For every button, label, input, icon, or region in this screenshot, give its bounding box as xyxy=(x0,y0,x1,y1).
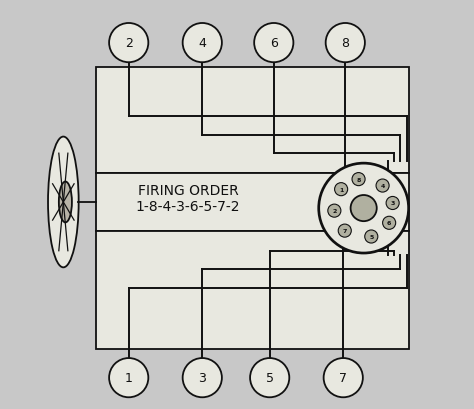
Circle shape xyxy=(182,24,222,63)
Text: 6: 6 xyxy=(270,37,278,50)
Text: 7: 7 xyxy=(339,371,347,384)
Ellipse shape xyxy=(59,182,72,223)
Text: 4: 4 xyxy=(198,37,206,50)
Circle shape xyxy=(109,24,148,63)
Text: 5: 5 xyxy=(266,371,273,384)
Text: 1: 1 xyxy=(125,371,133,384)
Bar xyxy=(96,231,409,349)
Circle shape xyxy=(182,358,222,397)
Circle shape xyxy=(338,225,351,238)
Text: 1: 1 xyxy=(339,187,343,192)
Circle shape xyxy=(365,230,378,243)
Text: 2: 2 xyxy=(332,209,337,213)
Text: 8: 8 xyxy=(356,177,361,182)
Circle shape xyxy=(351,196,377,222)
Circle shape xyxy=(335,183,347,196)
Text: 5: 5 xyxy=(369,234,374,239)
Text: 3: 3 xyxy=(391,201,395,206)
Circle shape xyxy=(324,358,363,397)
Circle shape xyxy=(250,358,289,397)
Text: FIRING ORDER: FIRING ORDER xyxy=(137,183,238,197)
Circle shape xyxy=(319,164,409,254)
Bar xyxy=(96,174,409,231)
Text: 8: 8 xyxy=(341,37,349,50)
Circle shape xyxy=(383,217,396,230)
Text: 1-8-4-3-6-5-7-2: 1-8-4-3-6-5-7-2 xyxy=(136,200,240,213)
Circle shape xyxy=(386,197,399,210)
Circle shape xyxy=(328,204,341,218)
Circle shape xyxy=(326,24,365,63)
Circle shape xyxy=(376,180,389,193)
Circle shape xyxy=(109,358,148,397)
Text: 4: 4 xyxy=(381,184,385,189)
Text: 6: 6 xyxy=(387,221,392,226)
Text: 2: 2 xyxy=(125,37,133,50)
Circle shape xyxy=(352,173,365,186)
Bar xyxy=(96,68,409,174)
Text: 3: 3 xyxy=(198,371,206,384)
Text: 7: 7 xyxy=(343,229,347,234)
Circle shape xyxy=(254,24,293,63)
Ellipse shape xyxy=(48,137,79,267)
